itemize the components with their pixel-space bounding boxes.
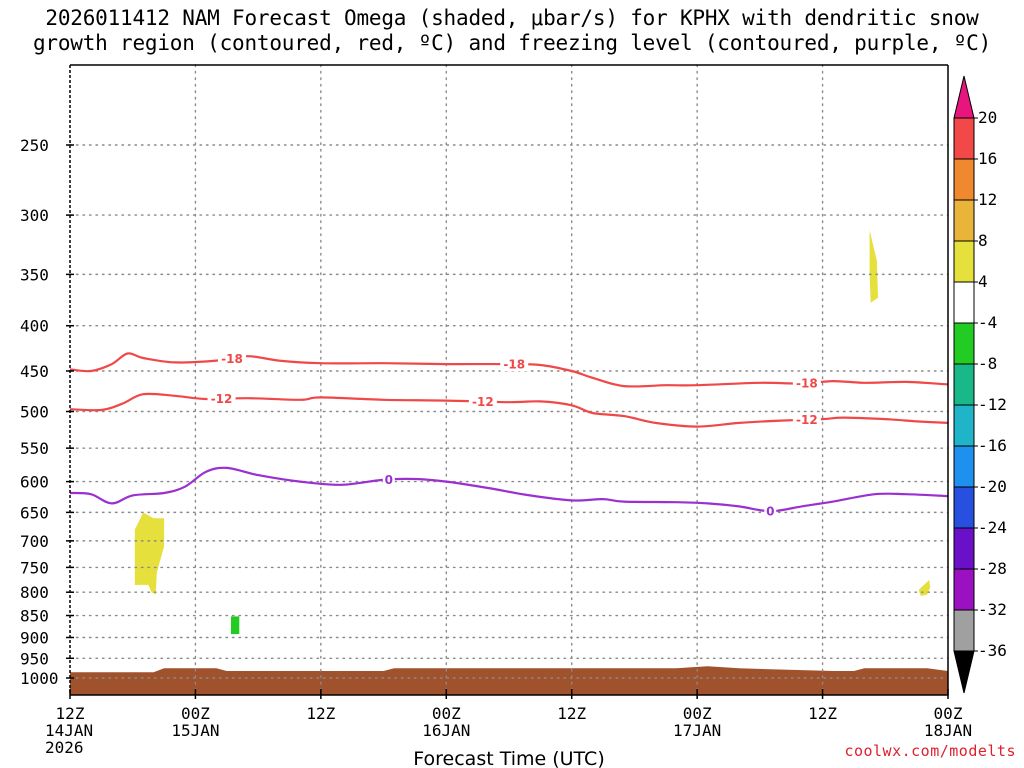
x-tick-label-36-1: 16JAN <box>422 721 470 740</box>
y-tick-label-1000: 1000 <box>20 669 59 688</box>
dgz-12-label-bg-1 <box>468 394 497 409</box>
y-tick-label-350: 350 <box>20 265 49 284</box>
colorbar-label-12: -32 <box>978 600 1007 619</box>
dgz-12-label-0: -12 <box>211 392 233 406</box>
x-tick-label-0-1: 14JAN <box>45 721 93 740</box>
colorbar-bin-10 <box>953 527 975 570</box>
colorbar-label-10: -24 <box>978 518 1007 537</box>
freezing-level-label-bg-1 <box>764 504 777 519</box>
x-tick-label-84-1: 18JAN <box>924 721 972 740</box>
colorbar-label-8: -16 <box>978 436 1007 455</box>
x-tick-label-0-2: 2026 <box>45 738 84 757</box>
dgz-18-label-0: -18 <box>221 352 243 366</box>
y-tick-label-600: 600 <box>20 473 49 492</box>
ground-area <box>70 666 948 695</box>
colorbar-bin-3 <box>953 240 975 283</box>
dgz-18-label-bg-0 <box>218 351 247 366</box>
y-axis: 250 300 350 400 450 500 550 600 650 700 750 800 850 9… <box>20 136 74 688</box>
colorbar-label-9: -20 <box>978 477 1007 496</box>
colorbar-top-cap <box>953 75 975 119</box>
colorbar-label-3: 8 <box>978 231 988 250</box>
chart-title: 2026011412 NAM Forecast Omega (shaded, μ… <box>0 6 1024 56</box>
colorbar-bin-8 <box>953 445 975 488</box>
freezing-level-label-1: 0 <box>766 505 774 519</box>
x-tick-label-60-1: 17JAN <box>673 721 721 740</box>
x-tick-label-48-0: 12Z <box>557 704 586 723</box>
colorbar-bin-7 <box>953 404 975 447</box>
chart-title-line1: 2026011412 NAM Forecast Omega (shaded, μ… <box>45 6 979 30</box>
dgz-12-line <box>69 392 949 428</box>
plot-frame <box>69 64 949 696</box>
omega-yellow-1 <box>134 512 165 595</box>
y-tick-label-750: 750 <box>20 558 49 577</box>
source-credit: coolwx.com/modelts <box>844 742 1016 760</box>
dgz-12-label-1: -12 <box>472 395 494 409</box>
x-axis-label: Forecast Time (UTC) <box>413 748 604 768</box>
x-tick-label-60-0: 00Z <box>683 704 712 723</box>
dgz-12-label-2: -12 <box>796 413 818 427</box>
colorbar-bin-9 <box>953 486 975 529</box>
colorbar-bin-5 <box>953 322 975 365</box>
x-tick-label-12-1: 15JAN <box>171 721 219 740</box>
ground-layer <box>70 666 948 695</box>
x-tick-label-36-0: 00Z <box>432 704 461 723</box>
y-tick-label-900: 900 <box>20 628 49 647</box>
colorbar-bin-6 <box>953 363 975 406</box>
x-tick-label-84-0: 00Z <box>934 704 963 723</box>
contour-layer: -18 -18 -18 -12 -12 -12 0 0 <box>69 351 949 519</box>
colorbar-bin-2 <box>953 199 975 242</box>
dgz-18-label-bg-2 <box>792 376 821 391</box>
y-tick-label-950: 950 <box>20 649 49 668</box>
y-tick-label-450: 450 <box>20 362 49 381</box>
y-tick-label-650: 650 <box>20 503 49 522</box>
omega-yellow-3 <box>918 580 931 596</box>
x-tick-label-0-0: 12Z <box>56 704 85 723</box>
freezing-level-label-0: 0 <box>385 473 393 487</box>
y-tick-label-400: 400 <box>20 317 49 336</box>
omega-green-1 <box>231 616 240 635</box>
colorbar-label-0: 20 <box>978 108 997 127</box>
dgz-18-label-1: -18 <box>503 358 525 372</box>
x-tick-label-72-0: 12Z <box>808 704 837 723</box>
colorbar-label-1: 16 <box>978 149 997 168</box>
dgz-18-label-bg-1 <box>500 357 529 372</box>
freezing-level-label-bg-0 <box>382 472 395 487</box>
dgz-12-label-bg-0 <box>207 391 236 406</box>
colorbar-bottom-cap <box>953 650 975 694</box>
colorbar-bin-0 <box>953 117 975 160</box>
y-tick-label-800: 800 <box>20 583 49 602</box>
colorbar: 20 16 12 8 4 -4 -8 -12 -16 -20 -24 -28 -32 -36 <box>953 75 1007 694</box>
dgz-12-label-bg-2 <box>792 412 821 427</box>
freezing-level-line <box>69 466 949 513</box>
omega-shaded-layer <box>134 230 931 635</box>
x-tick-label-12-0: 00Z <box>181 704 210 723</box>
colorbar-label-4: 4 <box>978 272 988 291</box>
omega-yellow-2 <box>869 230 878 303</box>
y-tick-label-550: 550 <box>20 439 49 458</box>
colorbar-label-13: -36 <box>978 641 1007 660</box>
colorbar-label-2: 12 <box>978 190 997 209</box>
y-tick-label-250: 250 <box>20 136 49 155</box>
colorbar-label-5: -4 <box>978 313 997 332</box>
colorbar-bin-1 <box>953 158 975 201</box>
colorbar-bin-4 <box>953 281 975 324</box>
grid-layer <box>69 64 949 696</box>
y-tick-label-500: 500 <box>20 403 49 422</box>
colorbar-label-6: -8 <box>978 354 997 373</box>
colorbar-bin-12 <box>953 609 975 652</box>
dgz-18-label-2: -18 <box>796 377 818 391</box>
y-tick-label-850: 850 <box>20 607 49 626</box>
x-tick-label-24-0: 12Z <box>306 704 335 723</box>
chart-title-line2: growth region (contoured, red, ºC) and f… <box>32 31 992 55</box>
colorbar-bin-11 <box>953 568 975 611</box>
y-tick-label-700: 700 <box>20 532 49 551</box>
colorbar-label-11: -28 <box>978 559 1007 578</box>
colorbar-label-7: -12 <box>978 395 1007 414</box>
y-tick-label-300: 300 <box>20 206 49 225</box>
